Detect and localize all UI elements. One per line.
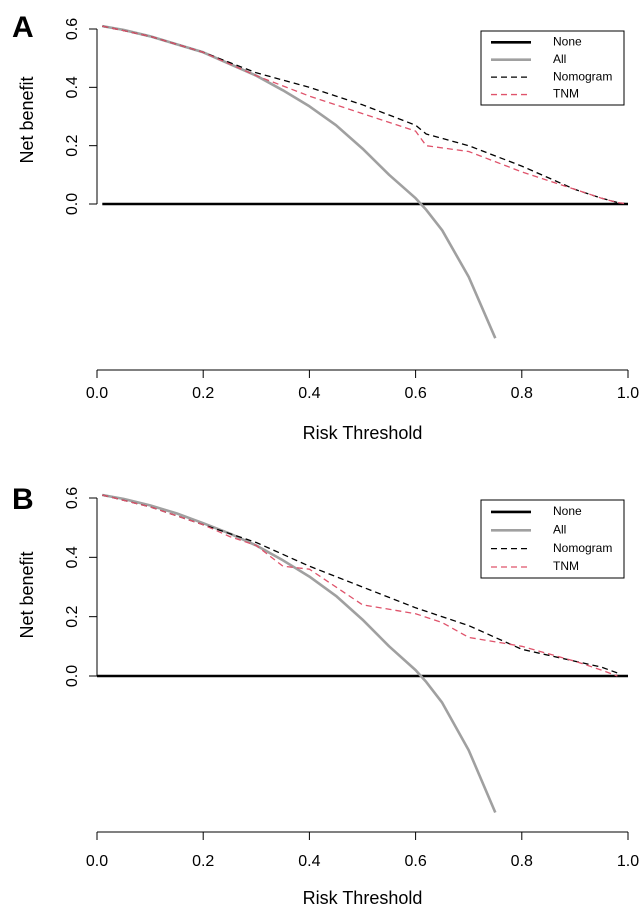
panel-b: B 0.0 0.2 0.4 0.6 0.8 1.0 0.0 0.2 0.4 0.6 Risk Th… bbox=[12, 483, 639, 908]
x-tick-label: 0.4 bbox=[298, 853, 320, 870]
legend-label: All bbox=[553, 522, 566, 536]
x-tick-label: 0.2 bbox=[192, 853, 214, 870]
panel-a: A 0.0 0.2 0.4 0.6 0.8 1.0 0.0 0.2 0.4 0.6 Risk Th… bbox=[12, 11, 639, 443]
y-tick-label: 0.2 bbox=[64, 605, 81, 627]
legend: None All Nomogram TNM bbox=[480, 30, 625, 106]
x-tick-label: 0.8 bbox=[511, 853, 533, 870]
plot-area bbox=[97, 493, 628, 814]
x-tick-label: 0.2 bbox=[192, 385, 214, 402]
y-tick-label: 0.4 bbox=[64, 76, 81, 98]
legend-label: All bbox=[553, 52, 566, 66]
series-line-tnm bbox=[102, 494, 618, 677]
y-tick-label: 0.0 bbox=[64, 665, 81, 687]
y-tick-label: 0.4 bbox=[64, 546, 81, 568]
y-tick-label: 0.6 bbox=[64, 18, 81, 40]
axes: 0.0 0.2 0.4 0.6 0.8 1.0 0.0 0.2 0.4 0.6 bbox=[64, 18, 639, 402]
panel-label: A bbox=[12, 11, 34, 44]
series-group bbox=[97, 493, 628, 814]
legend-label: Nomogram bbox=[553, 69, 612, 83]
x-tick-label: 0.4 bbox=[298, 385, 320, 402]
x-tick-label: 0.0 bbox=[86, 853, 108, 870]
legend-label: TNM bbox=[553, 87, 579, 101]
y-axis-title: Net benefit bbox=[17, 551, 37, 638]
x-tick-label: 1.0 bbox=[617, 853, 639, 870]
x-tick-label: 0.6 bbox=[404, 853, 426, 870]
x-tick-label: 1.0 bbox=[617, 385, 639, 402]
x-tick-label: 0.6 bbox=[404, 385, 426, 402]
legend: None All Nomogram TNM bbox=[480, 499, 625, 579]
series-group bbox=[102, 24, 629, 339]
legend-label: None bbox=[553, 504, 582, 518]
y-tick-label: 0.6 bbox=[64, 487, 81, 509]
axes: 0.0 0.2 0.4 0.6 0.8 1.0 0.0 0.2 0.4 0.6 bbox=[64, 487, 639, 870]
legend-label: Nomogram bbox=[553, 541, 612, 555]
series-line-tnm bbox=[102, 25, 629, 205]
legend-label: TNM bbox=[553, 559, 579, 573]
x-tick-label: 0.8 bbox=[511, 385, 533, 402]
y-axis-title: Net benefit bbox=[17, 76, 37, 163]
series-line-all bbox=[102, 493, 497, 814]
plot-area bbox=[102, 24, 629, 339]
x-tick-label: 0.0 bbox=[86, 385, 108, 402]
x-axis-title: Risk Threshold bbox=[303, 423, 423, 443]
x-axis-title: Risk Threshold bbox=[303, 888, 423, 908]
y-tick-label: 0.2 bbox=[64, 134, 81, 156]
y-tick-label: 0.0 bbox=[64, 193, 81, 215]
panel-label: B bbox=[12, 483, 34, 516]
series-line-all bbox=[102, 24, 497, 339]
legend-label: None bbox=[553, 34, 582, 48]
